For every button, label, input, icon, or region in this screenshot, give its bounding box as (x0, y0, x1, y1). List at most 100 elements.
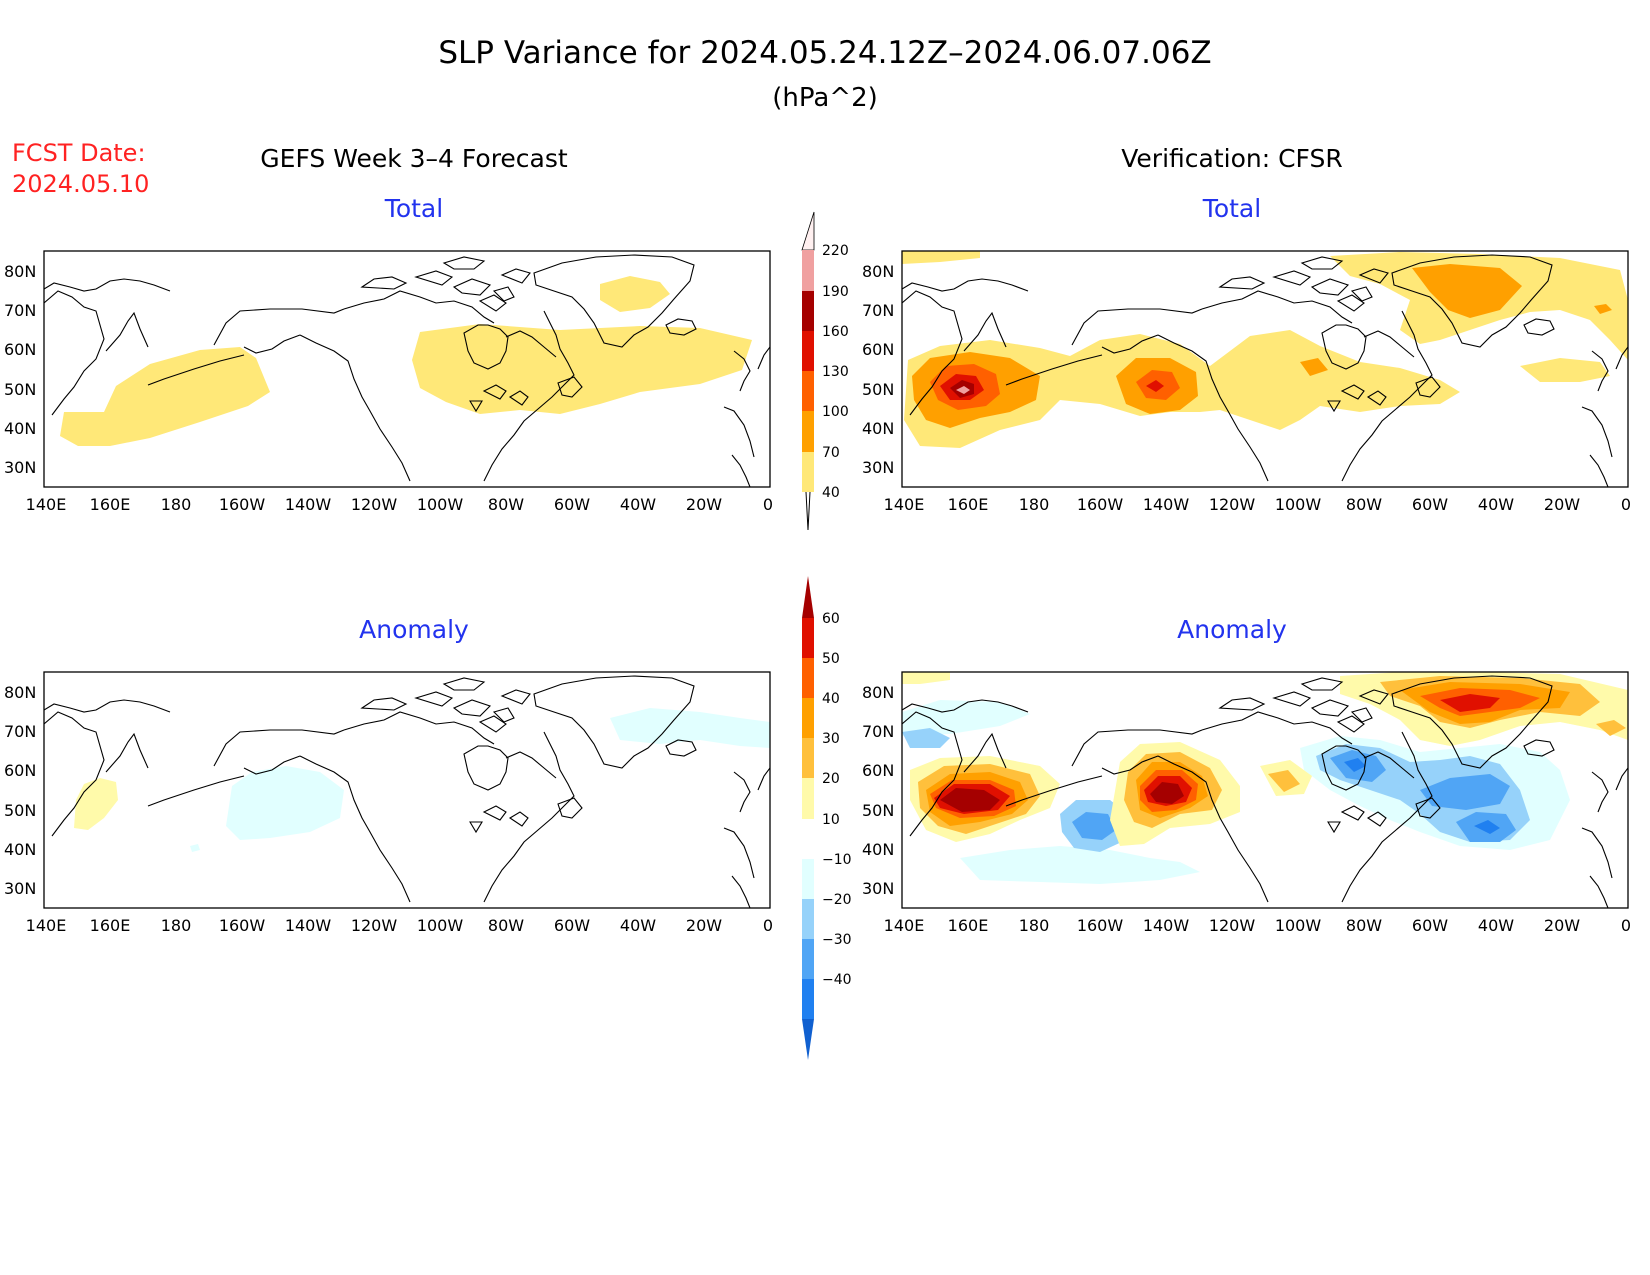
lon-tick-label: 0 (763, 916, 773, 935)
lon-tick-label: 0 (763, 495, 773, 514)
lat-tick-label: 50N (4, 380, 36, 399)
shade-anom-neg40-atlantic (1474, 820, 1500, 834)
lat-tick-label: 80N (4, 262, 36, 281)
lat-tick-label: 60N (862, 340, 894, 359)
shade-anom-pos10-west-edge (902, 672, 950, 684)
lat-tick-label: 30N (4, 458, 36, 477)
colorbar-anomaly-label: 10 (822, 812, 840, 828)
colorbar-total-label: 100 (822, 404, 849, 420)
lon-tick-label: 60W (554, 495, 590, 514)
lon-tick-label: 180 (1019, 495, 1050, 514)
shade-anom-pos60-pacific (940, 788, 1000, 812)
shade-total-130-alaska (1146, 380, 1164, 392)
lat-tick-label: 70N (4, 722, 36, 741)
lon-tick-label: 100W (417, 495, 464, 514)
lat-tick-label: 30N (4, 879, 36, 898)
lon-tick-label: 40W (1478, 916, 1514, 935)
colorbar-total-label: 190 (822, 284, 849, 300)
shade-total-190-pacific (956, 386, 970, 394)
panel-subtitle-verification-total: Total (1202, 194, 1261, 223)
map-frame (43, 250, 771, 488)
lon-tick-label: 80W (1346, 495, 1382, 514)
lon-tick-label: 120W (1209, 916, 1256, 935)
lon-tick-label: 60W (1412, 495, 1448, 514)
shade-anom-pos50-greenland (1440, 694, 1500, 712)
shade-anom-neg30-pacific (1072, 812, 1116, 840)
figure-units: (hPa^2) (772, 83, 878, 113)
colorbar-anomaly-label: 20 (822, 771, 840, 787)
colorbar-swatch (802, 331, 814, 371)
colorbar-anomaly-label: 30 (822, 731, 840, 747)
colorbar-total-label: 70 (822, 445, 840, 461)
colorbar-total-label: 160 (822, 324, 849, 340)
lon-tick-label: 80W (488, 916, 524, 935)
map-frame (901, 671, 1629, 909)
lon-tick-label: 160W (219, 916, 266, 935)
shade-anom-neg10-greenland (610, 708, 770, 748)
lon-tick-label: 20W (686, 495, 722, 514)
panel-subtitle-forecast-anomaly: Anomaly (359, 615, 469, 644)
lat-tick-label: 60N (862, 761, 894, 780)
map-frame (43, 671, 771, 909)
lon-tick-label: 60W (554, 916, 590, 935)
lon-tick-label: 160W (219, 495, 266, 514)
shade-total-40-atlantic (412, 324, 752, 414)
shade-anom-neg20-pacific-west (902, 728, 950, 748)
colorbar-swatch (802, 819, 814, 859)
lon-tick-label: 140W (1143, 916, 1190, 935)
colorbar-anomaly-label: 60 (822, 611, 840, 627)
lon-tick-label: 140E (26, 916, 67, 935)
colorbar-swatch (802, 618, 814, 658)
colorbar-total-label: 130 (822, 364, 849, 380)
lon-axis-verification-total: 140E 160E 180 160W 140W 120W 100W 80W 60… (884, 495, 1631, 514)
shade-total-40-west-edge (902, 251, 980, 264)
colorbar-swatch (802, 738, 814, 778)
colorbar-swatch (802, 979, 814, 1019)
colorbar-anomaly-bottom-tip (802, 1019, 814, 1060)
lon-tick-label: 20W (1544, 495, 1580, 514)
colorbar-swatch (802, 291, 814, 331)
lat-tick-label: 50N (862, 380, 894, 399)
lon-tick-label: 100W (417, 916, 464, 935)
shade-total-70-labrador (1300, 358, 1328, 376)
lon-tick-label: 160E (90, 495, 131, 514)
lat-tick-label: 40N (862, 840, 894, 859)
colorbar-total-label: 40 (822, 485, 840, 501)
colorbar-anomaly-top-tip (802, 576, 814, 618)
lon-tick-label: 120W (351, 916, 398, 935)
shade-anom-pos60-alaska (1150, 782, 1184, 804)
lon-tick-label: 140W (1143, 495, 1190, 514)
colorbar-anomaly-label: 50 (822, 651, 840, 667)
panel-subtitle-forecast-total: Total (384, 194, 443, 223)
lat-tick-label: 50N (862, 801, 894, 820)
lon-axis-forecast-anomaly: 140E 160E 180 160W 140W 120W 100W 80W 60… (26, 916, 773, 935)
lon-tick-label: 180 (161, 495, 192, 514)
lat-axis-forecast-anomaly: 80N 70N 60N 50N 40N 30N (4, 683, 36, 898)
lon-tick-label: 120W (1209, 495, 1256, 514)
shade-anom-neg10-pacific-dot (190, 844, 200, 852)
lon-tick-label: 140E (884, 495, 925, 514)
colorbar-swatch (802, 452, 814, 492)
lon-tick-label: 20W (686, 916, 722, 935)
lon-tick-label: 160W (1077, 495, 1124, 514)
shade-anom-neg10-alaska (226, 766, 344, 840)
map-panel-verification-total: 80N 70N 60N 50N 40N 30N 140E 160E 180 16… (862, 250, 1631, 514)
colorbar-swatch (802, 698, 814, 738)
lon-tick-label: 160E (90, 916, 131, 935)
colorbar-anomaly: −40 −30 −20 −10 10 20 30 40 50 60 (802, 576, 852, 1060)
lon-tick-label: 100W (1275, 916, 1322, 935)
colorbar-swatch (802, 899, 814, 939)
colorbar-swatch (802, 778, 814, 819)
colorbar-anomaly-label: −40 (822, 972, 852, 988)
shade-anom-neg10-south (960, 846, 1200, 884)
lat-axis-verification-anomaly: 80N 70N 60N 50N 40N 30N (862, 683, 894, 898)
colorbar-anomaly-label: 40 (822, 691, 840, 707)
lon-tick-label: 180 (161, 916, 192, 935)
lon-tick-label: 140W (285, 916, 332, 935)
lon-tick-label: 20W (1544, 916, 1580, 935)
colorbar-total-bottom-tip (805, 491, 811, 531)
colorbar-anomaly-label: −10 (822, 852, 852, 868)
lat-tick-label: 40N (4, 419, 36, 438)
colorbar-anomaly-label: −20 (822, 892, 852, 908)
